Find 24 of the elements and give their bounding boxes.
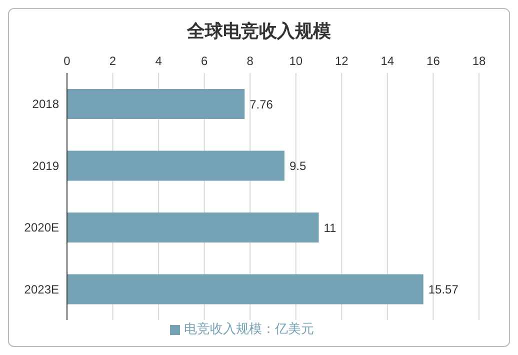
x-tick-label: 0 (64, 54, 71, 68)
x-tick-label: 18 (472, 54, 486, 68)
y-tick-label: 2020E (24, 220, 59, 235)
x-tick-label: 4 (155, 54, 162, 68)
data-label: 11 (324, 220, 337, 235)
chart-title: 全球电竞收入规模 (186, 20, 332, 43)
x-tick-label: 10 (289, 54, 303, 68)
data-label: 7.76 (250, 97, 274, 112)
bar (67, 274, 424, 304)
x-tick-label: 6 (200, 54, 208, 68)
bar (67, 212, 319, 242)
x-tick-label: 12 (334, 54, 349, 68)
data-label: 9.5 (289, 159, 306, 174)
x-tick-label: 14 (380, 54, 394, 68)
y-tick-label: 2023E (24, 282, 59, 296)
y-tick-label: 2019 (32, 158, 60, 173)
y-tick-label: 2018 (32, 97, 60, 112)
data-label: 15.57 (428, 282, 459, 297)
x-tick-label: 16 (426, 54, 440, 68)
x-tick-label: 2 (109, 54, 116, 68)
x-tick-label: 8 (246, 54, 254, 68)
bar (67, 89, 245, 119)
legend-label: 电竞收入规模：亿美元 (184, 321, 314, 336)
bar (67, 150, 284, 181)
